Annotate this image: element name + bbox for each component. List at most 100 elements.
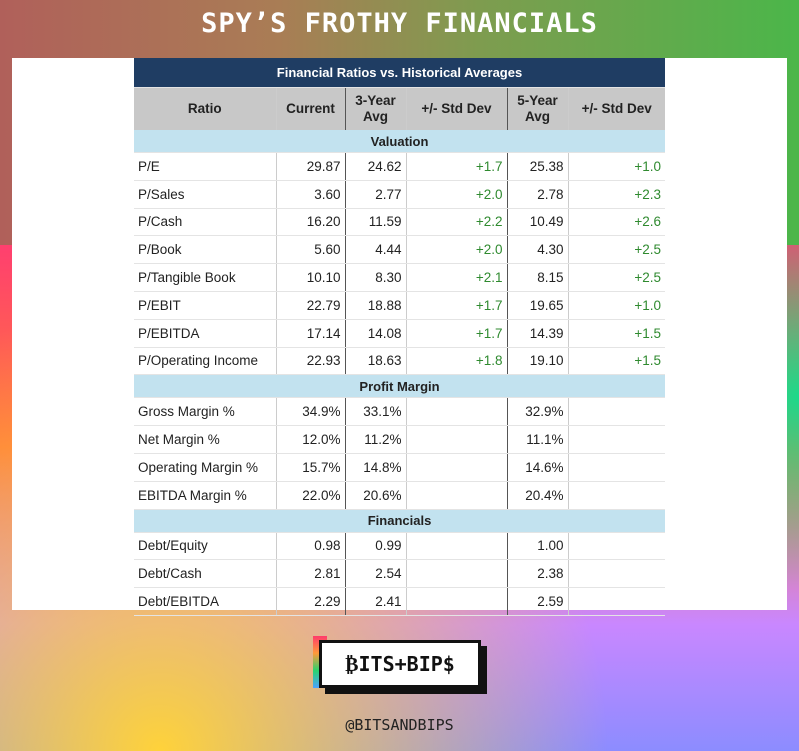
five-year-std-dev-cell	[567, 559, 666, 589]
five-year-avg-cell: 11.1%	[506, 425, 568, 454]
three-year-std-dev-cell: +1.7	[405, 319, 507, 348]
five-year-std-dev-cell	[567, 532, 666, 561]
table-body: Valuation P/E 29.87 24.62 +1.7 25.38 +1.0 P/Sal…	[134, 130, 666, 616]
three-year-std-dev-cell: +2.2	[405, 208, 507, 237]
three-year-std-dev-cell: +1.8	[405, 347, 507, 376]
column-header: +/- Std Dev	[567, 87, 666, 130]
three-year-avg-cell: 18.88	[344, 291, 406, 320]
three-year-avg-cell: 2.77	[344, 180, 406, 209]
five-year-avg-cell: 19.65	[506, 291, 568, 320]
ratio-name-cell: P/EBITDA	[134, 319, 276, 348]
current-cell: 5.60	[275, 235, 345, 265]
table-row: P/EBIT 22.79 18.88 +1.7 19.65 +1.0	[134, 291, 666, 320]
logo-plate: ₿ITS+BIP$	[319, 640, 481, 688]
current-cell: 2.29	[275, 587, 345, 616]
three-year-std-dev-cell	[405, 397, 507, 427]
five-year-avg-cell: 2.78	[506, 180, 568, 209]
ratio-name-cell: P/Operating Income	[134, 347, 276, 376]
three-year-avg-cell: 33.1%	[344, 397, 406, 427]
ratio-name-cell: P/Cash	[134, 208, 276, 237]
three-year-avg-cell: 2.41	[344, 587, 406, 616]
current-cell: 15.7%	[275, 453, 345, 482]
column-header: Current	[275, 87, 345, 130]
five-year-std-dev-cell	[567, 397, 666, 427]
social-handle: @BITSANDBIPS	[345, 716, 454, 734]
five-year-avg-cell: 25.38	[506, 152, 568, 181]
column-header: 3-Year Avg	[344, 87, 406, 130]
page-title: SPY’S FROTHY FINANCIALS	[201, 8, 598, 39]
five-year-std-dev-cell	[567, 481, 666, 510]
financial-ratios-table: Financial Ratios vs. Historical Averages…	[134, 58, 666, 616]
three-year-avg-cell: 20.6%	[344, 481, 406, 510]
current-cell: 29.87	[275, 152, 345, 181]
table-row: Net Margin % 12.0% 11.2% 11.1%	[134, 425, 666, 454]
five-year-avg-cell: 8.15	[506, 263, 568, 292]
five-year-std-dev-cell	[567, 587, 666, 616]
current-cell: 22.0%	[275, 481, 345, 510]
table-caption: Financial Ratios vs. Historical Averages	[134, 58, 666, 88]
current-cell: 34.9%	[275, 397, 345, 427]
five-year-std-dev-cell: +2.5	[567, 235, 666, 265]
three-year-avg-cell: 14.8%	[344, 453, 406, 482]
five-year-std-dev-cell: +1.5	[567, 319, 666, 348]
five-year-avg-cell: 2.38	[506, 559, 568, 589]
five-year-std-dev-cell: +1.5	[567, 347, 666, 376]
three-year-avg-cell: 14.08	[344, 319, 406, 348]
table-row: Gross Margin % 34.9% 33.1% 32.9%	[134, 397, 666, 427]
three-year-avg-cell: 11.59	[344, 208, 406, 237]
five-year-avg-cell: 14.6%	[506, 453, 568, 482]
five-year-std-dev-cell	[567, 425, 666, 454]
ratio-name-cell: Debt/Equity	[134, 532, 276, 561]
table-row: P/Book 5.60 4.44 +2.0 4.30 +2.5	[134, 235, 666, 265]
five-year-std-dev-cell: +2.3	[567, 180, 666, 209]
five-year-avg-cell: 1.00	[506, 532, 568, 561]
ratio-name-cell: Gross Margin %	[134, 397, 276, 427]
three-year-avg-cell: 8.30	[344, 263, 406, 292]
table-row: P/Sales 3.60 2.77 +2.0 2.78 +2.3	[134, 180, 666, 209]
three-year-std-dev-cell: +2.1	[405, 263, 507, 292]
table-row: P/Tangible Book 10.10 8.30 +2.1 8.15 +2.5	[134, 263, 666, 292]
table-row: P/E 29.87 24.62 +1.7 25.38 +1.0	[134, 152, 666, 181]
three-year-avg-cell: 11.2%	[344, 425, 406, 454]
three-year-std-dev-cell: +1.7	[405, 291, 507, 320]
three-year-std-dev-cell: +2.0	[405, 235, 507, 265]
ratio-name-cell: Net Margin %	[134, 425, 276, 454]
three-year-avg-cell: 4.44	[344, 235, 406, 265]
five-year-std-dev-cell: +1.0	[567, 291, 666, 320]
ratio-name-cell: P/Book	[134, 235, 276, 265]
ratio-name-cell: P/Sales	[134, 180, 276, 209]
five-year-avg-cell: 4.30	[506, 235, 568, 265]
table-row: EBITDA Margin % 22.0% 20.6% 20.4%	[134, 481, 666, 510]
three-year-std-dev-cell	[405, 481, 507, 510]
current-cell: 2.81	[275, 559, 345, 589]
ratio-name-cell: P/E	[134, 152, 276, 181]
section-label: Valuation	[134, 130, 666, 153]
five-year-std-dev-cell: +2.5	[567, 263, 666, 292]
ratio-name-cell: Debt/Cash	[134, 559, 276, 589]
logo-text: ₿ITS+BIP$	[345, 651, 455, 676]
three-year-std-dev-cell	[405, 587, 507, 616]
table-row: Debt/Equity 0.98 0.99 1.00	[134, 532, 666, 561]
five-year-avg-cell: 32.9%	[506, 397, 568, 427]
three-year-std-dev-cell: +2.0	[405, 180, 507, 209]
section-row: Financials	[134, 509, 666, 533]
current-cell: 0.98	[275, 532, 345, 561]
table-row: P/Operating Income 22.93 18.63 +1.8 19.10 +1.…	[134, 347, 666, 376]
current-cell: 10.10	[275, 263, 345, 292]
three-year-avg-cell: 24.62	[344, 152, 406, 181]
current-cell: 16.20	[275, 208, 345, 237]
three-year-std-dev-cell	[405, 425, 507, 454]
column-header: Ratio	[134, 87, 276, 130]
bits-and-bips-logo: ₿ITS+BIP$	[313, 636, 487, 694]
current-cell: 22.79	[275, 291, 345, 320]
table-row: P/EBITDA 17.14 14.08 +1.7 14.39 +1.5	[134, 319, 666, 348]
ratio-name-cell: Operating Margin %	[134, 453, 276, 482]
current-cell: 3.60	[275, 180, 345, 209]
table-row: Debt/EBITDA 2.29 2.41 2.59	[134, 587, 666, 616]
five-year-avg-cell: 14.39	[506, 319, 568, 348]
three-year-std-dev-cell	[405, 532, 507, 561]
three-year-std-dev-cell	[405, 453, 507, 482]
five-year-std-dev-cell	[567, 453, 666, 482]
five-year-std-dev-cell: +1.0	[567, 152, 666, 181]
column-header: 5-Year Avg	[506, 87, 568, 130]
